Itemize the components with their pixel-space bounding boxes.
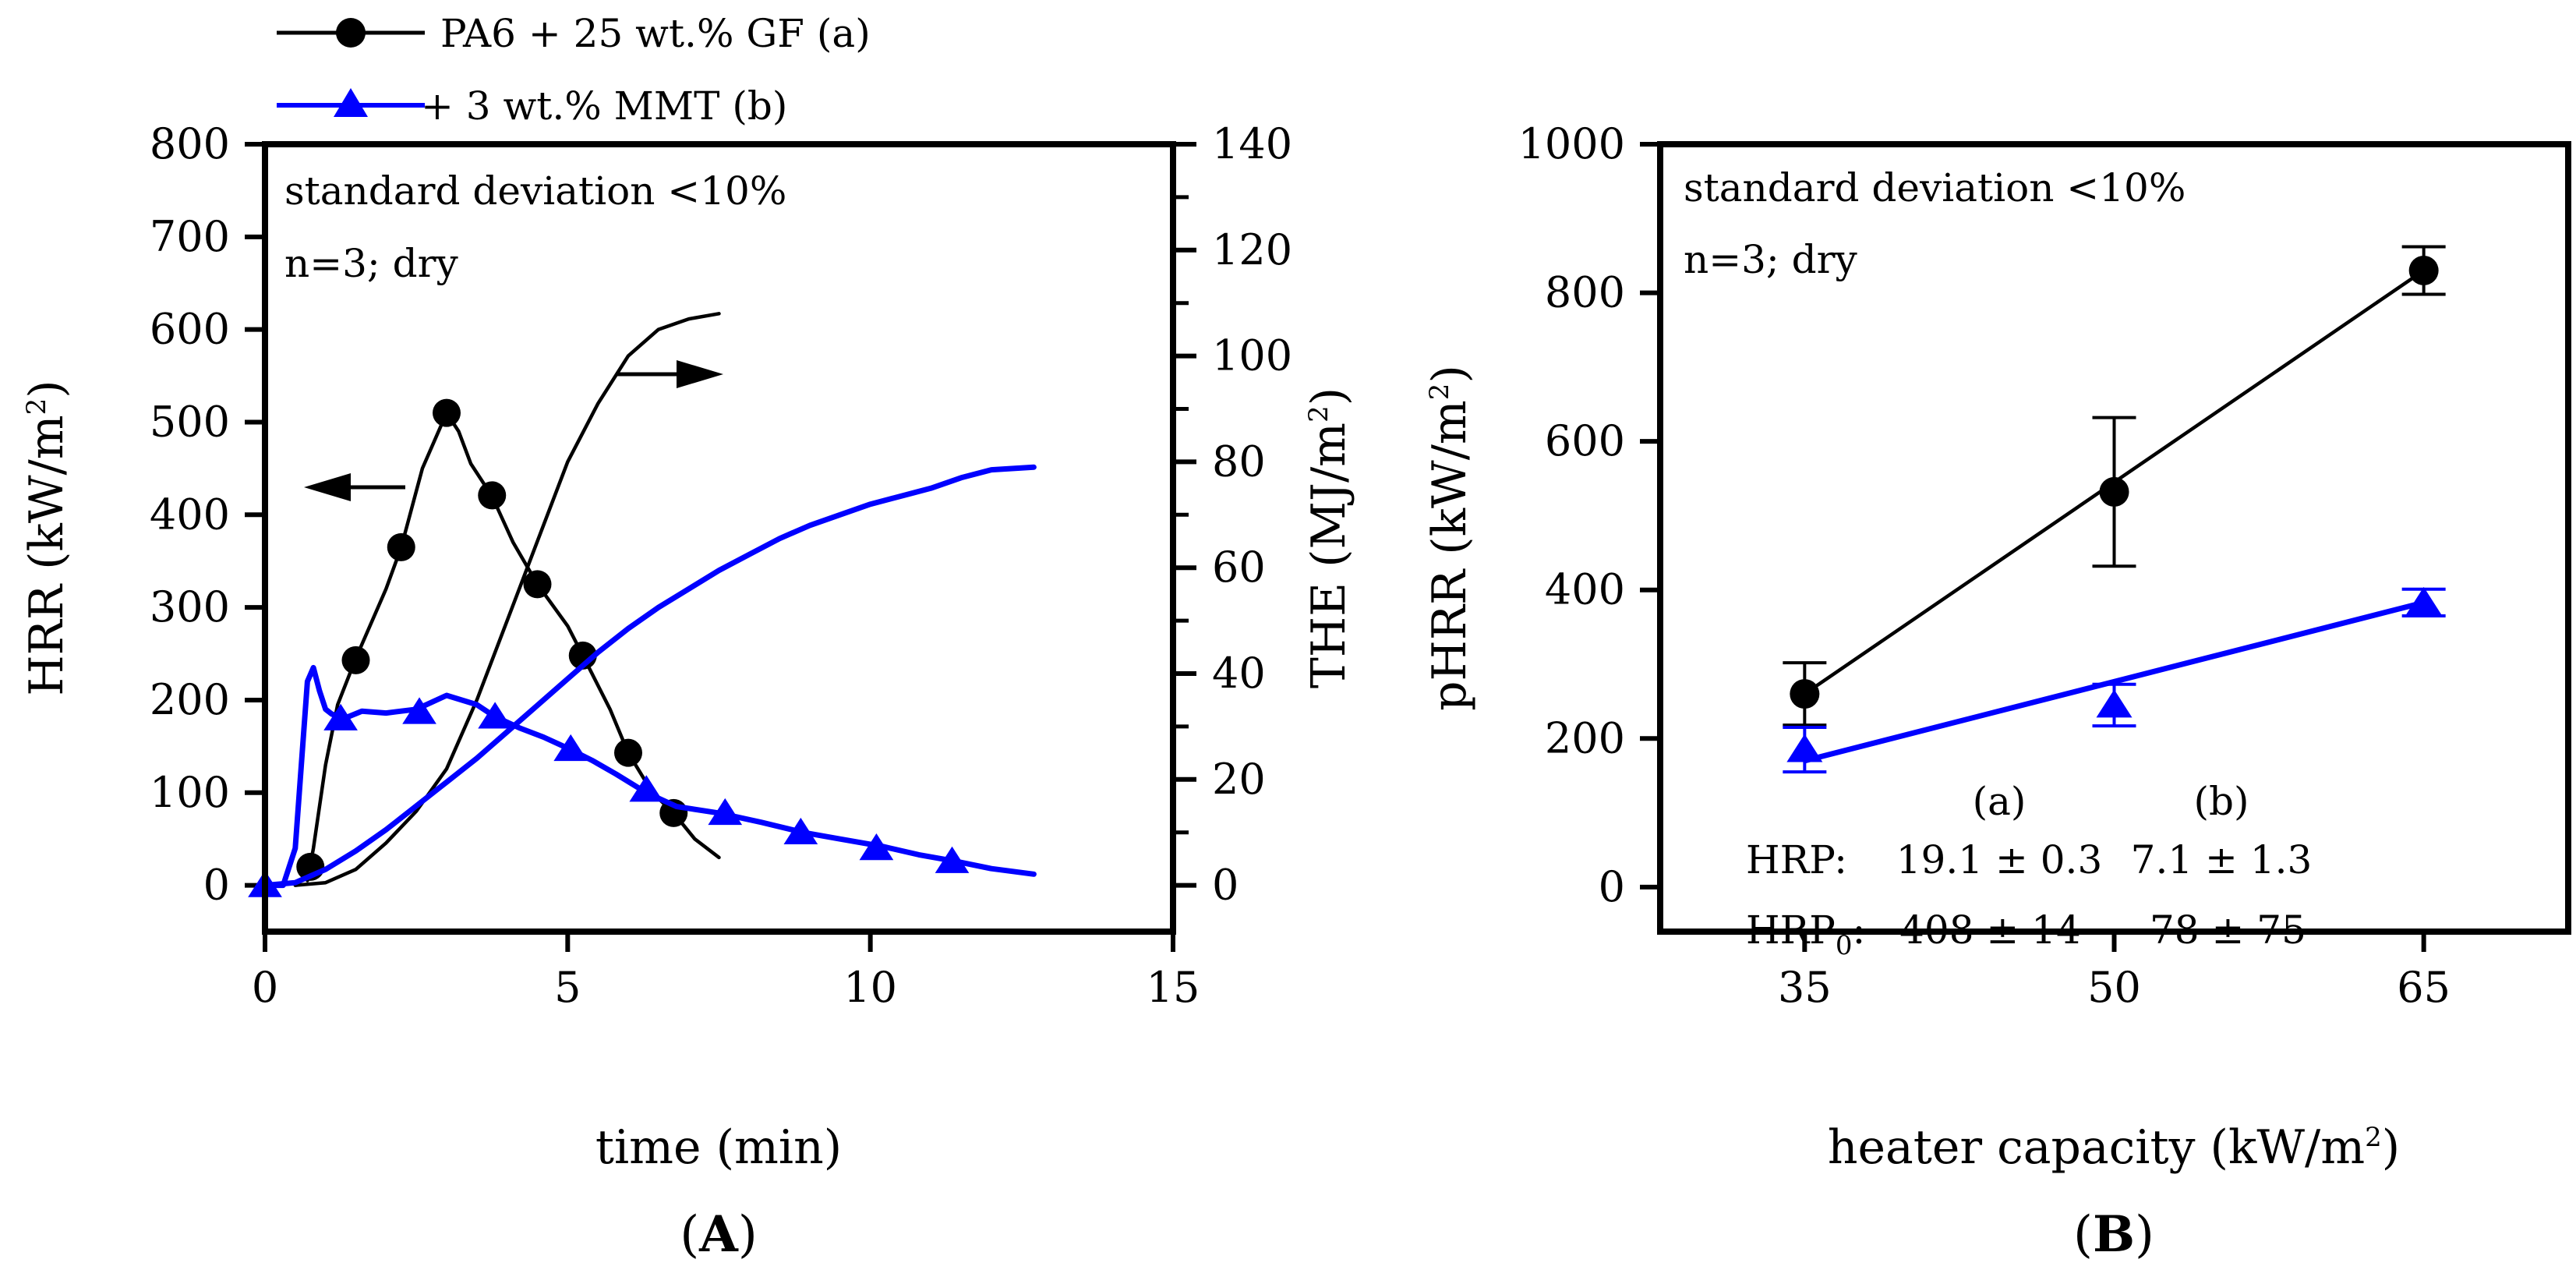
y-right-tick-label-a: 100: [1212, 331, 1292, 380]
panel-b-frame: [1657, 141, 2571, 935]
data-point: [2099, 476, 2129, 507]
x-tick-label-a: 15: [1147, 963, 1200, 1012]
y-right-tick-label-a: 140: [1212, 119, 1292, 168]
hrr-axis-arrow: [304, 473, 405, 501]
y-right-tick-label-a: 20: [1212, 755, 1266, 804]
panel-a-ticks: [245, 142, 1196, 952]
legend-marker-a: [336, 18, 366, 48]
panel-a-label: (A): [680, 1205, 758, 1264]
data-point: [1790, 679, 1820, 709]
y-left-tick-label-a: 600: [150, 305, 230, 354]
y-tick-label-b: 800: [1545, 268, 1625, 317]
data-point: [783, 817, 818, 845]
the-axis-arrow: [616, 360, 723, 388]
y-left-tick-label-a: 700: [150, 212, 230, 261]
data-point: [629, 775, 664, 802]
data-point: [553, 734, 588, 762]
data-point: [433, 398, 461, 427]
y-tick-label-b: 400: [1545, 565, 1625, 614]
series-line: [262, 464, 1037, 889]
y-left-tick-label-a: 300: [150, 582, 230, 631]
legend-marker-b: [334, 88, 368, 117]
data-point: [935, 846, 970, 873]
data-point: [708, 798, 743, 826]
data-point: [387, 532, 415, 561]
data-point: [1786, 734, 1823, 762]
y-left-tick-label-a: 200: [150, 675, 230, 724]
y-left-tick-label-a: 400: [150, 490, 230, 539]
y-tick-label-b: 0: [1599, 862, 1625, 911]
x-tick-label-a: 10: [843, 963, 897, 1012]
series-line: [306, 411, 721, 883]
data-point: [341, 646, 370, 674]
panel-b-hrp0-a: -408 ± 14: [1886, 907, 2081, 953]
panel-a-x-title: time (min): [595, 1120, 842, 1175]
x-tick-label-a: 5: [554, 963, 581, 1012]
panel-a: 0 5 10 15 0 100 200 300 400 500 600 700 800 0 20 40 60 80…: [19, 119, 1356, 1264]
panel-b-label: (B): [2073, 1205, 2154, 1264]
panel-a-frame: [262, 141, 1176, 935]
y-left-tick-label-a: 500: [150, 397, 230, 446]
y-right-tick-label-a: 80: [1212, 437, 1266, 486]
panel-b-hrp-b: 7.1 ± 1.3: [2131, 837, 2313, 883]
panel-b-hrp-label: HRP:: [1746, 837, 1847, 883]
panel-b-annotation-2: n=3; dry: [1684, 237, 1858, 282]
y-tick-label-b: 200: [1545, 713, 1625, 762]
series-line: [293, 312, 721, 887]
panel-a-y-right-title: THE (MJ/m2): [1302, 387, 1356, 688]
data-point: [523, 570, 552, 599]
y-right-tick-label-a: 0: [1212, 861, 1239, 910]
data-point: [2408, 255, 2439, 285]
legend: PA6 + 25 wt.% GF (a) + 3 wt.% MMT (b): [277, 11, 871, 129]
data-point: [859, 833, 894, 861]
panel-b: 35 50 65 0 200 400 600 800 1000 standard deviati…: [1422, 119, 2571, 1264]
data-point: [2096, 689, 2133, 718]
panel-b-y-title: pHRR (kW/m2): [1422, 365, 1477, 711]
y-left-tick-label-a: 100: [150, 768, 230, 817]
y-right-tick-label-a: 60: [1212, 543, 1266, 592]
data-point: [323, 703, 358, 730]
data-point: [478, 702, 512, 729]
x-tick-label-b: 35: [1778, 963, 1832, 1012]
panel-b-annotation-1: standard deviation <10%: [1684, 165, 2186, 210]
panel-b-hrp-a: 19.1 ± 0.3: [1896, 837, 2103, 883]
panel-b-hrp0-b: -78 ± 75: [2136, 907, 2306, 953]
panel-b-col-b: (b): [2193, 779, 2249, 824]
panel-a-tick-labels: 0 5 10 15 0 100 200 300 400 500 600 700 800 0 20 40 60 80…: [150, 119, 1292, 1012]
panel-a-annotation-2: n=3; dry: [284, 241, 459, 286]
data-point: [2405, 586, 2442, 615]
series-line: [262, 664, 1037, 889]
panel-b-ticks: [1640, 142, 2426, 952]
y-right-tick-label-a: 40: [1212, 649, 1266, 698]
fit-line: [1804, 600, 2425, 764]
panel-b-col-a: (a): [1973, 779, 2027, 824]
data-point: [614, 738, 642, 767]
y-tick-label-b: 1000: [1518, 119, 1625, 168]
y-tick-label-b: 600: [1545, 416, 1625, 465]
panel-b-tick-labels: 35 50 65 0 200 400 600 800 1000: [1518, 119, 2451, 1012]
y-left-tick-label-a: 800: [150, 119, 230, 168]
legend-label-b: + 3 wt.% MMT (b): [421, 83, 787, 129]
panel-a-series: [248, 312, 1037, 897]
x-tick-label-b: 50: [2087, 963, 2141, 1012]
panel-b-x-title: heater capacity (kW/m2): [1828, 1120, 2400, 1175]
panel-a-y-left-title: HRR (kW/m2): [19, 380, 74, 695]
x-tick-label-a: 0: [252, 963, 278, 1012]
x-tick-label-b: 65: [2397, 963, 2451, 1012]
y-right-tick-label-a: 120: [1212, 225, 1292, 274]
data-point: [478, 481, 507, 510]
panel-b-hrp0-label: HRP0:: [1746, 907, 1865, 961]
data-point: [402, 697, 436, 724]
legend-label-a: PA6 + 25 wt.% GF (a): [440, 11, 871, 56]
panel-a-annotation-1: standard deviation <10%: [284, 168, 786, 214]
y-left-tick-label-a: 0: [203, 861, 230, 910]
panel-b-series: [1783, 245, 2446, 774]
